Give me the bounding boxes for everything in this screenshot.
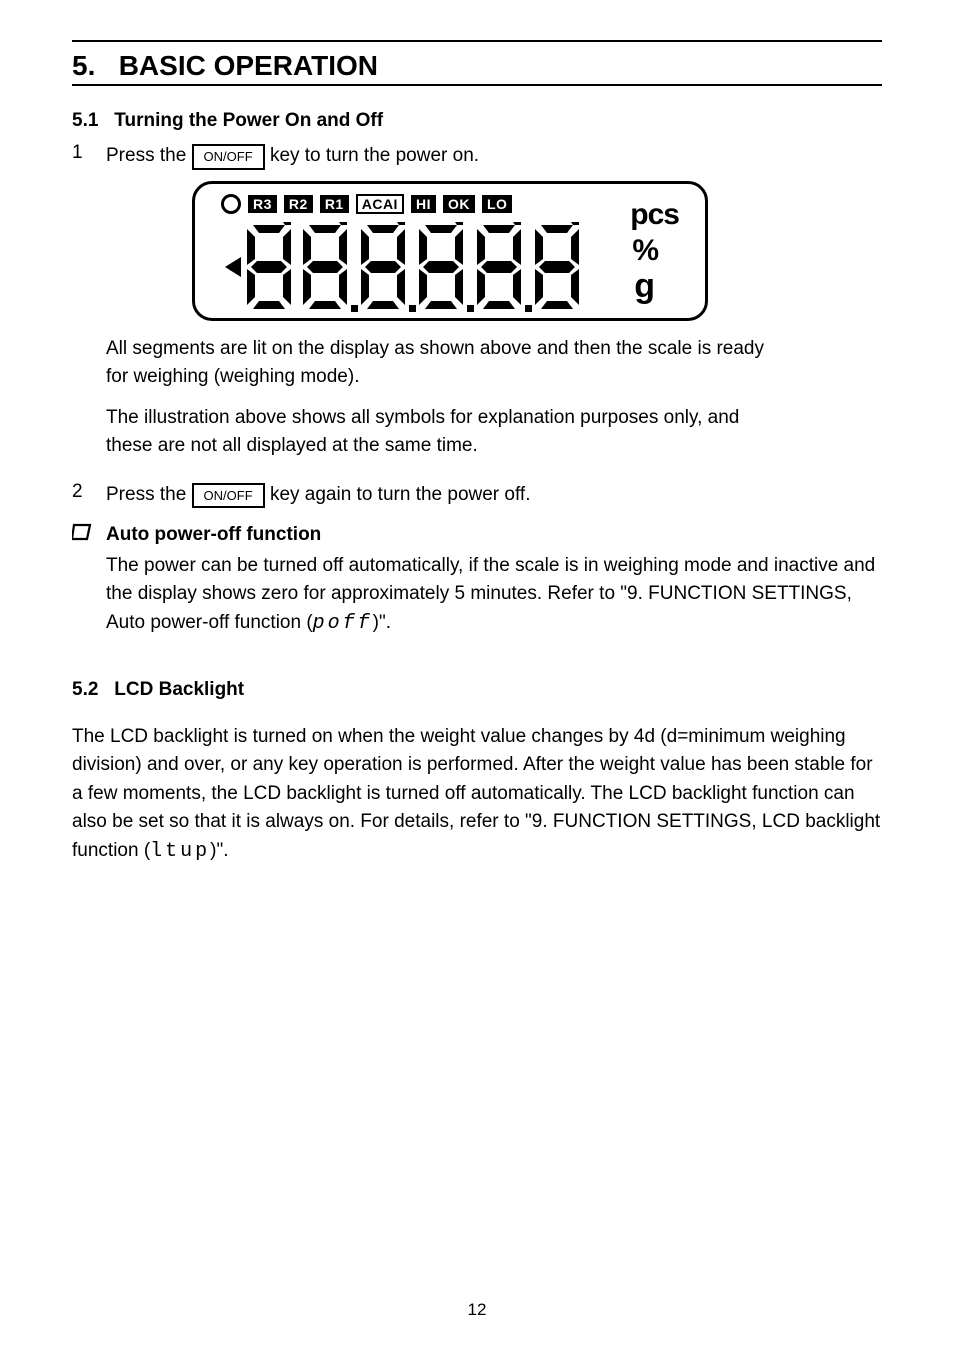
ind-r2: R2 [284, 195, 313, 213]
step-1: 1 Press the ON/OFF key to turn the power… [72, 142, 882, 171]
minus-triangle-icon [225, 257, 241, 277]
page-number: 12 [72, 1300, 882, 1320]
gram-label: g [634, 267, 655, 306]
ltup-code: ltup [150, 840, 210, 863]
indicator-row: R3 R2 R1 ACAI HI OK LO [221, 194, 512, 214]
step-line-1: for weighing (weighing mode). [106, 363, 882, 392]
lcd-backlight-body: The LCD backlight is turned on when the … [72, 723, 882, 867]
header-rule-bottom [72, 84, 882, 86]
percent-label: % [632, 234, 659, 268]
poff-code: poff [313, 612, 373, 635]
onoff-key: ON/OFF [192, 144, 265, 170]
section-header: 5. BASIC OPERATION [72, 48, 882, 84]
sub-num: 5.1 [72, 110, 98, 131]
ind-ok: OK [443, 195, 475, 213]
ind-hi: HI [411, 195, 436, 213]
sub2-num: 5.2 [72, 679, 98, 700]
ind-lo: LO [482, 195, 512, 213]
stable-circle-icon [221, 194, 241, 214]
auto-poweroff-body2: )". [373, 612, 391, 633]
pcs-label: pcs [630, 198, 679, 232]
section-title: BASIC OPERATION [119, 50, 378, 81]
bullet-icon [72, 521, 106, 550]
auto-poweroff-bullet: Auto power-off function [72, 521, 882, 550]
onoff-key-2: ON/OFF [192, 483, 265, 509]
auto-poweroff-title: Auto power-off function [106, 524, 321, 545]
section-num: 5. [72, 50, 95, 81]
step-2-num: 2 [72, 481, 106, 503]
subsection-5-2: 5.2 LCD Backlight [72, 679, 882, 701]
step-line-3: these are not all displayed at the same … [106, 432, 882, 461]
lcd-backlight-after: )". [210, 840, 228, 861]
auto-poweroff-body1: The power can be turned off automaticall… [106, 555, 875, 633]
sub2-title: LCD Backlight [114, 679, 244, 700]
step-1-before: Press the [106, 145, 192, 166]
ind-r3: R3 [248, 195, 277, 213]
ind-r1: R1 [320, 195, 349, 213]
step-line-0: All segments are lit on the display as s… [106, 335, 882, 364]
step-1-num: 1 [72, 142, 106, 164]
step-2-after: key again to turn the power off. [270, 484, 531, 505]
step-line-2: The illustration above shows all symbols… [106, 404, 882, 433]
ind-acai: ACAI [356, 194, 404, 214]
step-1-after: key to turn the power on. [270, 145, 479, 166]
step-2: 2 Press the ON/OFF key again to turn the… [72, 481, 882, 510]
header-rule-top [72, 40, 882, 42]
step-2-before: Press the [106, 484, 192, 505]
digits-row [225, 222, 587, 312]
lcd-illustration: R3 R2 R1 ACAI HI OK LO pcs % g [192, 181, 882, 321]
subsection-5-1: 5.1 Turning the Power On and Off [72, 110, 882, 132]
sub-title: Turning the Power On and Off [114, 110, 383, 131]
seven-seg-digits [247, 222, 587, 312]
